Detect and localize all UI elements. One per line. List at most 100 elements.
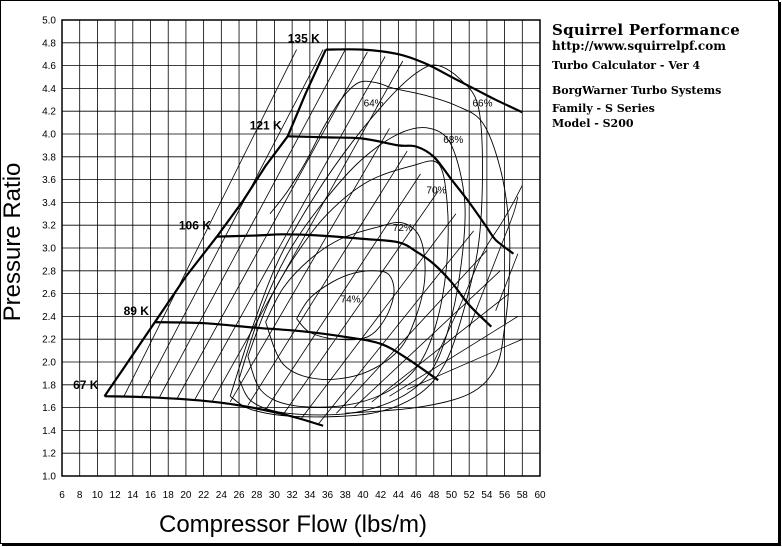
manufacturer-name: BorgWarner Turbo Systems xyxy=(552,84,722,97)
y-tick-label: 1.0 xyxy=(42,472,56,483)
y-tick-label: 3.0 xyxy=(42,244,56,255)
speed-line-label: 67 K xyxy=(73,378,99,392)
turbo-model: Model - S200 xyxy=(552,117,634,130)
calculator-version: Turbo Calculator - Ver 4 xyxy=(552,59,701,72)
efficiency-island xyxy=(296,270,395,341)
choke-line xyxy=(123,49,297,397)
choke-line xyxy=(300,213,457,420)
choke-line xyxy=(318,230,474,424)
x-tick-label: 8 xyxy=(77,490,83,501)
y-tick-label: 2.6 xyxy=(42,289,56,300)
x-tick-label: 22 xyxy=(198,490,210,501)
y-tick-label: 3.4 xyxy=(42,198,56,209)
speed-line-label: 89 K xyxy=(124,304,150,318)
y-tick-label: 2.4 xyxy=(42,312,56,323)
choke-line xyxy=(407,338,523,390)
x-tick-label: 40 xyxy=(357,490,369,501)
y-tick-label: 4.8 xyxy=(42,38,56,49)
x-tick-label: 32 xyxy=(287,490,299,501)
choke-line xyxy=(247,150,408,406)
choke-line xyxy=(229,128,390,403)
x-tick-label: 24 xyxy=(216,490,228,501)
efficiency-label: 68% xyxy=(443,135,463,146)
x-tick-label: 14 xyxy=(127,490,139,501)
x-tick-label: 30 xyxy=(269,490,281,501)
x-tick-label: 6 xyxy=(59,490,65,501)
efficiency-label: 70% xyxy=(426,185,446,196)
x-tick-label: 42 xyxy=(375,490,387,501)
speed-line xyxy=(154,321,439,382)
speed-line xyxy=(216,233,493,328)
efficiency-island xyxy=(238,127,466,416)
x-tick-label: 34 xyxy=(304,490,316,501)
x-tick-label: 36 xyxy=(322,490,334,501)
choke-line xyxy=(336,250,488,414)
y-tick-label: 1.2 xyxy=(42,449,56,460)
x-tick-label: 38 xyxy=(340,490,352,501)
efficiency-island xyxy=(269,80,511,414)
y-tick-label: 4.4 xyxy=(42,84,56,95)
y-tick-label: 1.8 xyxy=(42,380,56,391)
efficiency-islands: 74% 72% 70% 68% 66% 64% xyxy=(229,64,511,418)
turbo-family: Family - S Series xyxy=(552,102,655,115)
x-tick-label: 10 xyxy=(92,490,104,501)
y-axis-title: Pressure Ratio xyxy=(0,163,26,322)
efficiency-island xyxy=(247,160,449,408)
y-tick-label: 4.6 xyxy=(42,61,56,72)
x-tick-label: 50 xyxy=(446,490,458,501)
y-tick-label: 1.6 xyxy=(42,403,56,414)
speed-line xyxy=(287,135,515,255)
choke-line xyxy=(176,51,368,399)
speed-line-label: 135 K xyxy=(288,32,320,46)
speed-lines xyxy=(104,48,523,427)
choke-curve xyxy=(468,196,519,328)
efficiency-label: 74% xyxy=(341,295,361,306)
y-tick-label: 4.2 xyxy=(42,107,56,118)
choke-line xyxy=(389,316,519,397)
efficiency-label: 64% xyxy=(364,99,384,110)
choke-line xyxy=(353,270,501,408)
choke-line xyxy=(194,56,386,400)
x-tick-label: 56 xyxy=(499,490,511,501)
x-tick-label: 52 xyxy=(464,490,476,501)
brand-title: Squirrel Performance xyxy=(552,21,741,39)
efficiency-label: 72% xyxy=(393,223,413,234)
brand-url[interactable]: http://www.squirrelpf.com xyxy=(552,39,726,53)
y-tick-label: 2.8 xyxy=(42,266,56,277)
choke-curve xyxy=(433,185,523,363)
choke-line xyxy=(212,60,404,401)
y-tick-label: 1.4 xyxy=(42,426,56,437)
x-tick-label: 26 xyxy=(233,490,245,501)
speed-line xyxy=(104,395,324,427)
y-tick-label: 2.0 xyxy=(42,358,56,369)
speed-line-label: 106 K xyxy=(179,219,211,233)
x-tick-label: 60 xyxy=(534,490,546,501)
speed-line-label: 121 K xyxy=(250,118,282,132)
x-tick-label: 54 xyxy=(481,490,493,501)
choke-line xyxy=(141,49,324,397)
y-tick-label: 5.0 xyxy=(42,16,56,27)
x-tick-label: 18 xyxy=(163,490,175,501)
surge-line xyxy=(103,49,327,397)
speed-line xyxy=(325,48,523,114)
efficiency-island xyxy=(229,64,483,418)
x-tick-label: 58 xyxy=(517,490,529,501)
surge-line-group xyxy=(103,49,327,397)
x-tick-label: 12 xyxy=(110,490,122,501)
y-tick-label: 3.6 xyxy=(42,175,56,186)
choke-line xyxy=(159,49,346,398)
efficiency-label: 66% xyxy=(472,99,492,110)
x-tick-label: 16 xyxy=(145,490,157,501)
x-tick-label: 48 xyxy=(428,490,440,501)
x-tick-label: 28 xyxy=(251,490,263,501)
y-tick-label: 3.8 xyxy=(42,152,56,163)
x-tick-label: 44 xyxy=(393,490,405,501)
y-tick-label: 3.2 xyxy=(42,221,56,232)
x-axis-title: Compressor Flow (lbs/m) xyxy=(159,511,427,538)
x-tick-label: 46 xyxy=(411,490,423,501)
y-tick-label: 4.0 xyxy=(42,130,56,141)
chart-labels: 67 K 89 K 106 K 121 K 135 K xyxy=(73,32,320,393)
